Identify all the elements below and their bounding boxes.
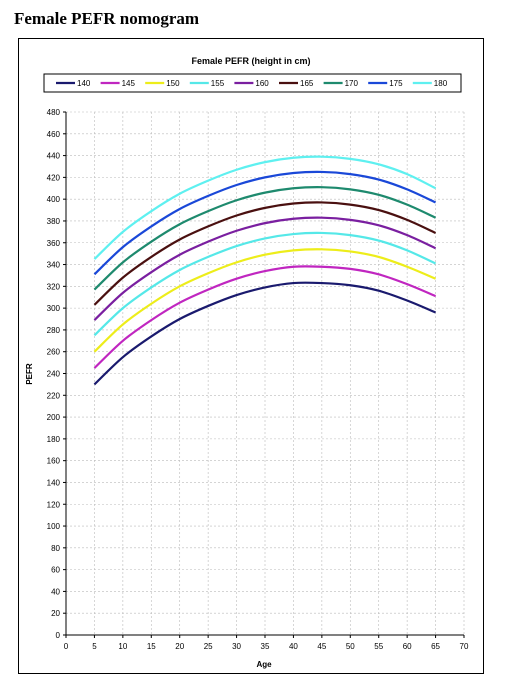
x-tick-labels: 0 5 10 15 20 25 30 35 40 45 50 55 60 65 70 [64,635,469,651]
legend-label-180: 180 [434,79,448,88]
legend-label-155: 155 [211,79,225,88]
x-tick-label: 45 [317,642,326,651]
grid-lines [66,111,465,635]
y-tick-label: 40 [51,587,60,596]
series-line-160 [93,216,437,321]
series-line-180 [93,155,437,260]
legend-label-170: 170 [345,79,359,88]
legend-label-140: 140 [77,79,91,88]
y-tick-label: 340 [47,261,61,270]
y-tick-label: 60 [51,566,60,575]
series-line-175 [93,170,437,276]
y-tick-label: 300 [47,304,61,313]
series-line-140 [93,281,436,386]
y-tick-label: 420 [47,173,61,182]
y-tick-label: 240 [47,370,61,379]
legend-label-145: 145 [122,79,136,88]
x-tick-label: 30 [232,642,241,651]
y-tick-label: 260 [47,348,61,357]
y-tick-label: 360 [47,239,61,248]
chart-title: Female PEFR (height in cm) [191,56,310,66]
y-tick-labels: 0 20 40 60 80 100 120 140 160 180 200 220 240 260 280 3… [47,108,66,640]
x-tick-label: 40 [289,642,298,651]
y-tick-label: 320 [47,282,61,291]
y-tick-label: 200 [47,413,61,422]
legend-label-165: 165 [300,79,314,88]
y-tick-label: 280 [47,326,61,335]
x-tick-label: 35 [261,642,270,651]
y-tick-label: 20 [51,609,60,618]
chart-frame [18,38,484,674]
legend: 140 145 150 155 160 165 170 175 180 [56,79,448,88]
y-tick-label: 100 [47,522,61,531]
x-tick-label: 70 [460,642,469,651]
y-tick-label: 120 [47,500,61,509]
y-tick-label: 180 [47,435,61,444]
x-tick-label: 65 [431,642,440,651]
series-line-170 [93,186,437,291]
legend-label-175: 175 [389,79,403,88]
y-tick-label: 400 [47,195,61,204]
y-tick-label: 80 [51,544,60,553]
series-line-145 [93,265,436,369]
x-tick-label: 10 [118,642,127,651]
x-tick-label: 25 [204,642,213,651]
series-lines [93,155,437,386]
x-tick-label: 20 [175,642,184,651]
legend-label-150: 150 [166,79,180,88]
x-tick-label: 50 [346,642,355,651]
y-tick-label: 380 [47,217,61,226]
y-tick-label: 440 [47,152,61,161]
y-tick-label: 480 [47,108,61,117]
x-tick-label: 0 [64,642,69,651]
x-tick-label: 60 [403,642,412,651]
x-axis-label: Age [256,660,272,669]
x-tick-label: 5 [92,642,97,651]
x-tick-label: 55 [374,642,383,651]
page-title: Female PEFR nomogram [14,9,200,28]
y-tick-label: 160 [47,457,61,466]
y-tick-label: 0 [56,631,61,640]
series-line-155 [93,231,437,337]
series-line-165 [93,201,437,306]
y-axis-label: PEFR [25,363,34,385]
y-tick-label: 220 [47,391,61,400]
legend-label-160: 160 [255,79,269,88]
x-tick-label: 15 [147,642,156,651]
y-tick-label: 460 [47,130,61,139]
y-tick-label: 140 [47,478,61,487]
series-line-150 [93,248,436,353]
